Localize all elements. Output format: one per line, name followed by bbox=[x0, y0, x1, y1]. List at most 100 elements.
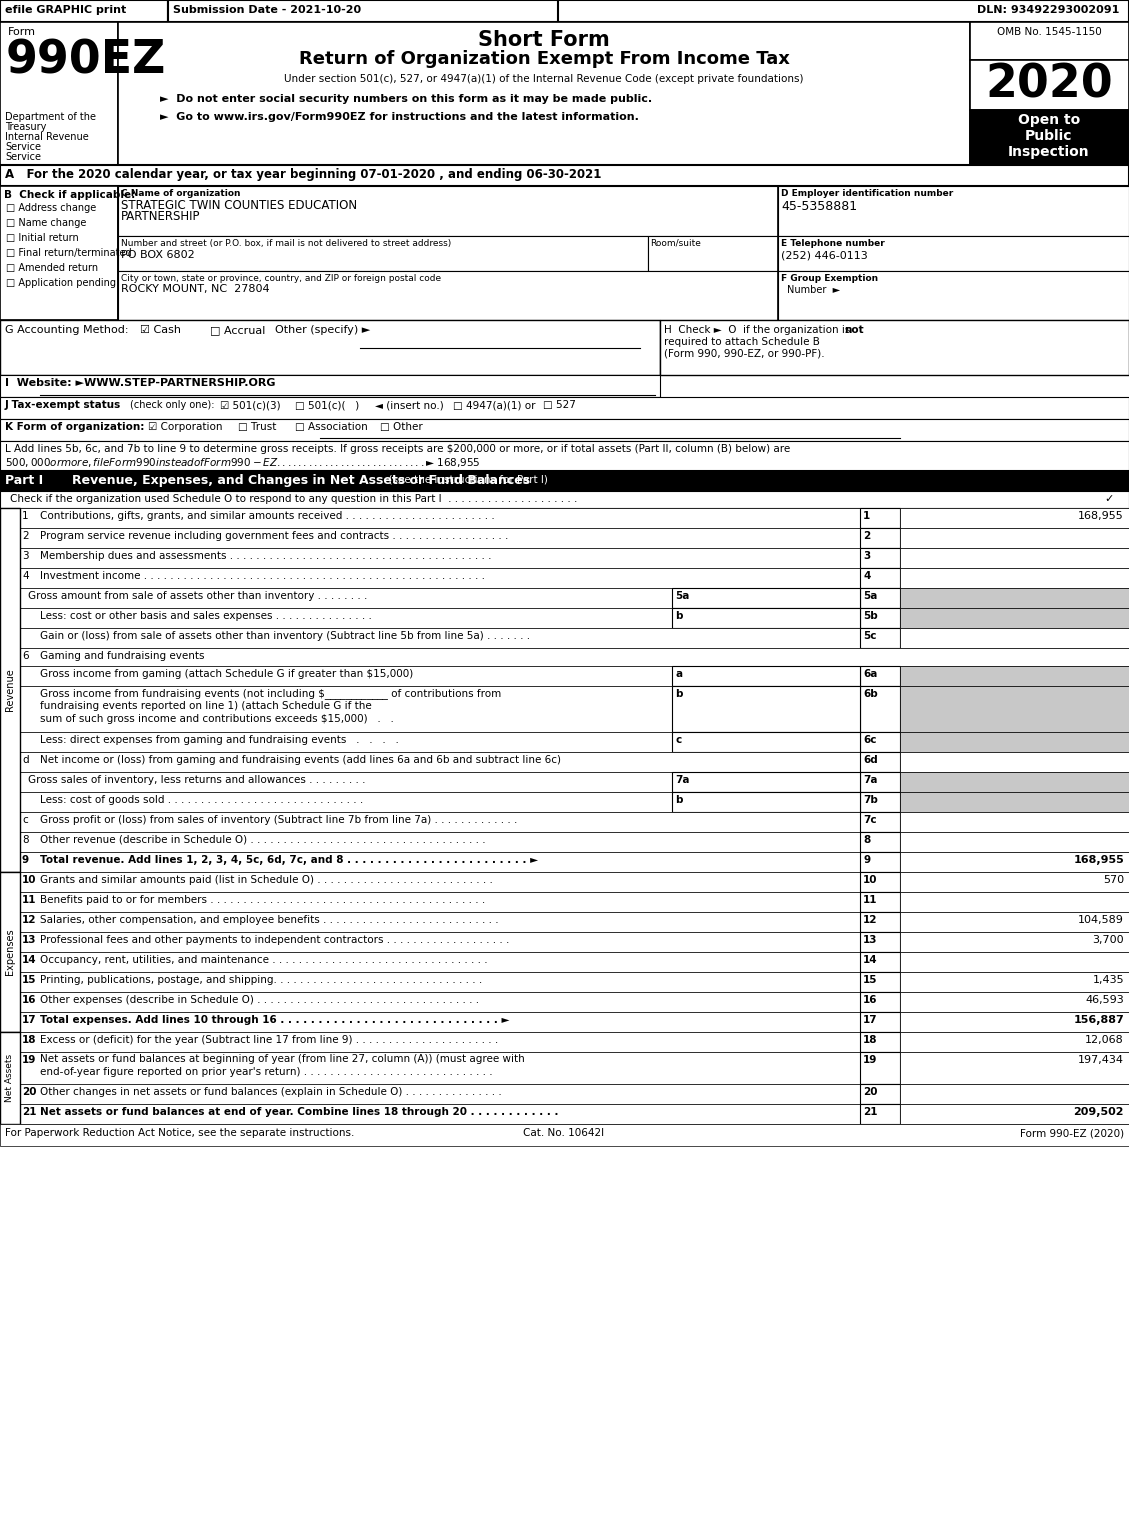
Bar bbox=[20, 811, 1129, 833]
Text: □ Trust: □ Trust bbox=[238, 422, 277, 432]
Bar bbox=[860, 1052, 900, 1084]
Text: Short Form: Short Form bbox=[478, 30, 610, 50]
Bar bbox=[900, 589, 1129, 608]
Text: 8: 8 bbox=[863, 836, 870, 845]
Bar bbox=[860, 971, 900, 991]
Text: 19: 19 bbox=[21, 1055, 36, 1064]
Text: 4: 4 bbox=[21, 570, 28, 581]
Bar bbox=[119, 236, 648, 271]
Text: 7a: 7a bbox=[675, 775, 690, 785]
Text: d: d bbox=[21, 755, 28, 766]
Text: c: c bbox=[675, 735, 681, 746]
Text: Open to
Public
Inspection: Open to Public Inspection bbox=[1008, 113, 1089, 160]
Bar bbox=[970, 110, 1129, 165]
Bar bbox=[860, 952, 900, 971]
Bar bbox=[119, 21, 970, 165]
Text: 9: 9 bbox=[863, 856, 870, 865]
Bar bbox=[20, 508, 1129, 528]
Bar bbox=[900, 1013, 1129, 1032]
Text: Other revenue (describe in Schedule O) . . . . . . . . . . . . . . . . . . . . .: Other revenue (describe in Schedule O) .… bbox=[40, 836, 485, 845]
Text: 16: 16 bbox=[21, 994, 36, 1005]
Text: 21: 21 bbox=[863, 1107, 877, 1116]
Text: STRATEGIC TWIN COUNTIES EDUCATION: STRATEGIC TWIN COUNTIES EDUCATION bbox=[121, 198, 357, 212]
Bar bbox=[20, 628, 1129, 648]
Text: 5b: 5b bbox=[863, 612, 877, 621]
Text: 14: 14 bbox=[863, 955, 877, 965]
Text: D Employer identification number: D Employer identification number bbox=[781, 189, 953, 198]
Text: 9: 9 bbox=[21, 856, 29, 865]
Text: Number  ►: Number ► bbox=[787, 285, 840, 294]
Bar bbox=[20, 772, 1129, 791]
Bar bbox=[900, 547, 1129, 567]
Text: efile GRAPHIC print: efile GRAPHIC print bbox=[5, 5, 126, 15]
Text: □ Initial return: □ Initial return bbox=[6, 233, 79, 242]
Bar bbox=[20, 666, 1129, 686]
Text: not: not bbox=[844, 325, 864, 336]
Text: (252) 446-0113: (252) 446-0113 bbox=[781, 250, 868, 259]
Text: Revenue: Revenue bbox=[5, 668, 15, 711]
Bar bbox=[660, 320, 1129, 375]
Bar bbox=[0, 441, 1129, 471]
Bar bbox=[20, 608, 1129, 628]
Text: Return of Organization Exempt From Income Tax: Return of Organization Exempt From Incom… bbox=[298, 50, 789, 69]
Bar bbox=[0, 21, 119, 165]
Text: Service: Service bbox=[5, 152, 41, 162]
Text: F Group Exemption: F Group Exemption bbox=[781, 274, 878, 284]
Bar bbox=[860, 752, 900, 772]
Text: Less: cost of goods sold . . . . . . . . . . . . . . . . . . . . . . . . . . . .: Less: cost of goods sold . . . . . . . .… bbox=[40, 795, 364, 805]
Text: Contributions, gifts, grants, and similar amounts received . . . . . . . . . . .: Contributions, gifts, grants, and simila… bbox=[40, 511, 495, 522]
Text: I  Website: ►WWW.STEP-PARTNERSHIP.ORG: I Website: ►WWW.STEP-PARTNERSHIP.ORG bbox=[5, 378, 275, 387]
Bar bbox=[860, 932, 900, 952]
Bar bbox=[970, 59, 1129, 110]
Bar bbox=[20, 1032, 1129, 1052]
Bar bbox=[0, 508, 20, 872]
Bar bbox=[20, 1084, 1129, 1104]
Text: ROCKY MOUNT, NC  27804: ROCKY MOUNT, NC 27804 bbox=[121, 284, 270, 294]
Text: $500,000 or more, file Form 990 instead of Form 990-EZ . . . . . . . . . . . . .: $500,000 or more, file Form 990 instead … bbox=[5, 456, 481, 470]
Text: 15: 15 bbox=[863, 974, 877, 985]
Bar bbox=[778, 186, 1129, 320]
Bar bbox=[0, 491, 1129, 508]
Text: Service: Service bbox=[5, 142, 41, 152]
Text: Treasury: Treasury bbox=[5, 122, 46, 133]
Text: Membership dues and assessments . . . . . . . . . . . . . . . . . . . . . . . . : Membership dues and assessments . . . . … bbox=[40, 551, 491, 561]
Text: Net assets or fund balances at end of year. Combine lines 18 through 20 . . . . : Net assets or fund balances at end of ye… bbox=[40, 1107, 559, 1116]
Bar bbox=[900, 1032, 1129, 1052]
Bar bbox=[900, 833, 1129, 852]
Text: ►  Do not enter social security numbers on this form as it may be made public.: ► Do not enter social security numbers o… bbox=[160, 95, 653, 104]
Text: Part I: Part I bbox=[5, 474, 43, 486]
Text: Benefits paid to or for members . . . . . . . . . . . . . . . . . . . . . . . . : Benefits paid to or for members . . . . … bbox=[40, 895, 485, 904]
Text: Occupancy, rent, utilities, and maintenance . . . . . . . . . . . . . . . . . . : Occupancy, rent, utilities, and maintena… bbox=[40, 955, 488, 965]
Text: 20: 20 bbox=[863, 1087, 877, 1096]
Bar bbox=[0, 0, 1129, 21]
Text: □ 501(c)(   ): □ 501(c)( ) bbox=[295, 400, 359, 410]
Text: 570: 570 bbox=[1103, 875, 1124, 884]
Bar bbox=[860, 628, 900, 648]
Text: 7c: 7c bbox=[863, 814, 876, 825]
Bar bbox=[900, 971, 1129, 991]
Text: 156,887: 156,887 bbox=[1074, 1016, 1124, 1025]
Text: □ Association: □ Association bbox=[295, 422, 368, 432]
Bar bbox=[900, 732, 1129, 752]
Text: b: b bbox=[675, 689, 683, 698]
Text: ✓: ✓ bbox=[1104, 494, 1114, 503]
Text: PARTNERSHIP: PARTNERSHIP bbox=[121, 210, 201, 223]
Bar bbox=[900, 508, 1129, 528]
Text: 197,434: 197,434 bbox=[1078, 1055, 1124, 1064]
Bar bbox=[900, 912, 1129, 932]
Text: 2: 2 bbox=[863, 531, 870, 541]
Text: E Telephone number: E Telephone number bbox=[781, 239, 885, 249]
Text: fundraising events reported on line 1) (attach Schedule G if the: fundraising events reported on line 1) (… bbox=[40, 702, 371, 711]
Text: 14: 14 bbox=[21, 955, 36, 965]
Text: OMB No. 1545-1150: OMB No. 1545-1150 bbox=[997, 27, 1102, 37]
Bar bbox=[900, 932, 1129, 952]
Text: Less: direct expenses from gaming and fundraising events   .   .   .   .: Less: direct expenses from gaming and fu… bbox=[40, 735, 399, 746]
Text: 3,700: 3,700 bbox=[1093, 935, 1124, 945]
Text: 8: 8 bbox=[21, 836, 28, 845]
Text: 18: 18 bbox=[21, 1035, 36, 1045]
Text: DLN: 93492293002091: DLN: 93492293002091 bbox=[977, 5, 1119, 15]
Text: Cat. No. 10642I: Cat. No. 10642I bbox=[524, 1128, 604, 1138]
Text: 2: 2 bbox=[21, 531, 28, 541]
Text: □ Amended return: □ Amended return bbox=[6, 262, 98, 273]
Bar bbox=[900, 686, 1129, 732]
